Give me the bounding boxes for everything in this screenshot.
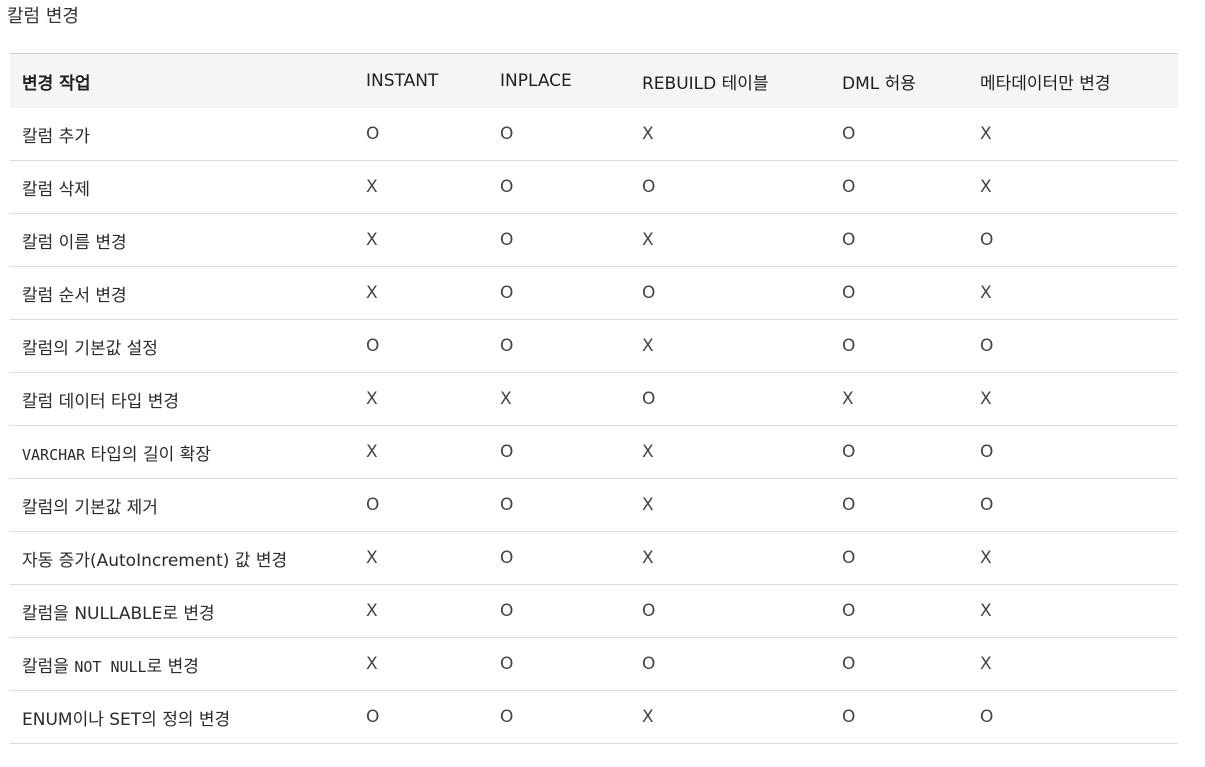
inplace-cell: O	[500, 690, 642, 744]
inplace-cell: O	[500, 425, 642, 479]
rebuild-table-cell: X	[642, 478, 842, 532]
dml-allowed-cell: O	[842, 108, 980, 161]
operation-cell: VARCHAR 타입의 길이 확장	[10, 425, 366, 479]
metadata-only-cell: X	[980, 160, 1178, 214]
metadata-only-cell: X	[980, 584, 1178, 638]
operation-text: 로 변경	[146, 656, 199, 677]
rebuild-table-cell: X	[642, 319, 842, 373]
rebuild-table-cell: X	[642, 531, 842, 585]
inplace-cell: X	[500, 372, 642, 426]
inplace-cell: O	[500, 108, 642, 161]
operation-cell: 칼럼의 기본값 설정	[10, 319, 366, 373]
instant-cell: X	[366, 266, 500, 320]
instant-cell: X	[366, 584, 500, 638]
instant-cell: X	[366, 425, 500, 479]
rebuild-table-cell: X	[642, 213, 842, 267]
inplace-cell: O	[500, 319, 642, 373]
inplace-cell: O	[500, 478, 642, 532]
operation-code: VARCHAR	[22, 445, 86, 464]
operation-cell: 칼럼 삭제	[10, 160, 366, 214]
dml-allowed-cell: O	[842, 531, 980, 585]
header-instant: INSTANT	[366, 71, 439, 91]
operation-cell: 자동 증가(AutoIncrement) 값 변경	[10, 531, 366, 585]
inplace-cell: O	[500, 266, 642, 320]
dml-allowed-cell: O	[842, 160, 980, 214]
inplace-cell: O	[500, 584, 642, 638]
table-row: 칼럼을 NULLABLE로 변경 X O O O X	[10, 584, 1178, 638]
instant-cell: X	[366, 372, 500, 426]
metadata-only-cell: X	[980, 266, 1178, 320]
instant-cell: X	[366, 637, 500, 691]
operation-cell: 칼럼의 기본값 제거	[10, 478, 366, 532]
rebuild-table-cell: O	[642, 266, 842, 320]
operation-code: NOT NULL	[74, 657, 147, 676]
dml-allowed-cell: O	[842, 425, 980, 479]
operation-cell: 칼럼을 NOT NULL로 변경	[10, 637, 366, 691]
metadata-only-cell: O	[980, 319, 1178, 373]
table-row: 자동 증가(AutoIncrement) 값 변경 X O X O X	[10, 531, 1178, 585]
rebuild-table-cell: O	[642, 584, 842, 638]
metadata-only-cell: O	[980, 213, 1178, 267]
dml-allowed-cell: O	[842, 213, 980, 267]
table-row: VARCHAR 타입의 길이 확장 X O X O O	[10, 425, 1178, 479]
dml-allowed-cell: O	[842, 319, 980, 373]
metadata-only-cell: X	[980, 637, 1178, 691]
instant-cell: X	[366, 213, 500, 267]
operation-cell: 칼럼 순서 변경	[10, 266, 366, 320]
metadata-only-cell: O	[980, 425, 1178, 479]
header-rebuild-table: REBUILD 테이블	[642, 73, 769, 94]
operation-cell: ENUM이나 SET의 정의 변경	[10, 690, 366, 744]
alter-column-operations-table: 변경 작업 INSTANT INPLACE REBUILD 테이블 DML 허용…	[10, 53, 1178, 744]
table-row: 칼럼 데이터 타입 변경 X X O X X	[10, 372, 1178, 426]
dml-allowed-cell: O	[842, 637, 980, 691]
header-metadata-only: 메타데이터만 변경	[980, 73, 1111, 94]
rebuild-table-cell: O	[642, 372, 842, 426]
dml-allowed-cell: O	[842, 584, 980, 638]
dml-allowed-cell: X	[842, 372, 980, 426]
rebuild-table-cell: O	[642, 637, 842, 691]
instant-cell: O	[366, 478, 500, 532]
header-inplace: INPLACE	[500, 71, 572, 91]
instant-cell: X	[366, 531, 500, 585]
rebuild-table-cell: X	[642, 690, 842, 744]
table-row: 칼럼 삭제 X O O O X	[10, 160, 1178, 214]
table-row: 칼럼의 기본값 제거 O O X O O	[10, 478, 1178, 532]
instant-cell: O	[366, 108, 500, 161]
metadata-only-cell: O	[980, 690, 1178, 744]
operation-text: 칼럼을	[22, 656, 75, 677]
metadata-only-cell: X	[980, 372, 1178, 426]
rebuild-table-cell: X	[642, 108, 842, 161]
operation-cell: 칼럼 추가	[10, 108, 366, 161]
metadata-only-cell: O	[980, 478, 1178, 532]
table-header-row: 변경 작업 INSTANT INPLACE REBUILD 테이블 DML 허용…	[10, 53, 1178, 108]
instant-cell: X	[366, 160, 500, 214]
dml-allowed-cell: O	[842, 266, 980, 320]
header-dml-allowed: DML 허용	[842, 73, 916, 94]
operation-cell: 칼럼을 NULLABLE로 변경	[10, 584, 366, 638]
table-row: 칼럼 추가 O O X O X	[10, 108, 1178, 161]
rebuild-table-cell: X	[642, 425, 842, 479]
operation-text: 타입의 길이 확장	[85, 444, 211, 465]
inplace-cell: O	[500, 637, 642, 691]
table-row: 칼럼을 NOT NULL로 변경 X O O O X	[10, 637, 1178, 691]
inplace-cell: O	[500, 213, 642, 267]
operation-cell: 칼럼 이름 변경	[10, 213, 366, 267]
rebuild-table-cell: O	[642, 160, 842, 214]
metadata-only-cell: X	[980, 108, 1178, 161]
table-row: 칼럼 순서 변경 X O O O X	[10, 266, 1178, 320]
operation-cell: 칼럼 데이터 타입 변경	[10, 372, 366, 426]
table-row: 칼럼 이름 변경 X O X O O	[10, 213, 1178, 267]
table-row: ENUM이나 SET의 정의 변경 O O X O O	[10, 690, 1178, 744]
dml-allowed-cell: O	[842, 690, 980, 744]
header-operation: 변경 작업	[22, 73, 91, 94]
table-row: 칼럼의 기본값 설정 O O X O O	[10, 319, 1178, 373]
instant-cell: O	[366, 319, 500, 373]
metadata-only-cell: X	[980, 531, 1178, 585]
dml-allowed-cell: O	[842, 478, 980, 532]
inplace-cell: O	[500, 160, 642, 214]
inplace-cell: O	[500, 531, 642, 585]
section-title: 칼럼 변경	[7, 6, 79, 27]
instant-cell: O	[366, 690, 500, 744]
